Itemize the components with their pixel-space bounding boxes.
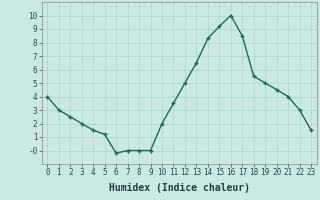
X-axis label: Humidex (Indice chaleur): Humidex (Indice chaleur) (109, 183, 250, 193)
